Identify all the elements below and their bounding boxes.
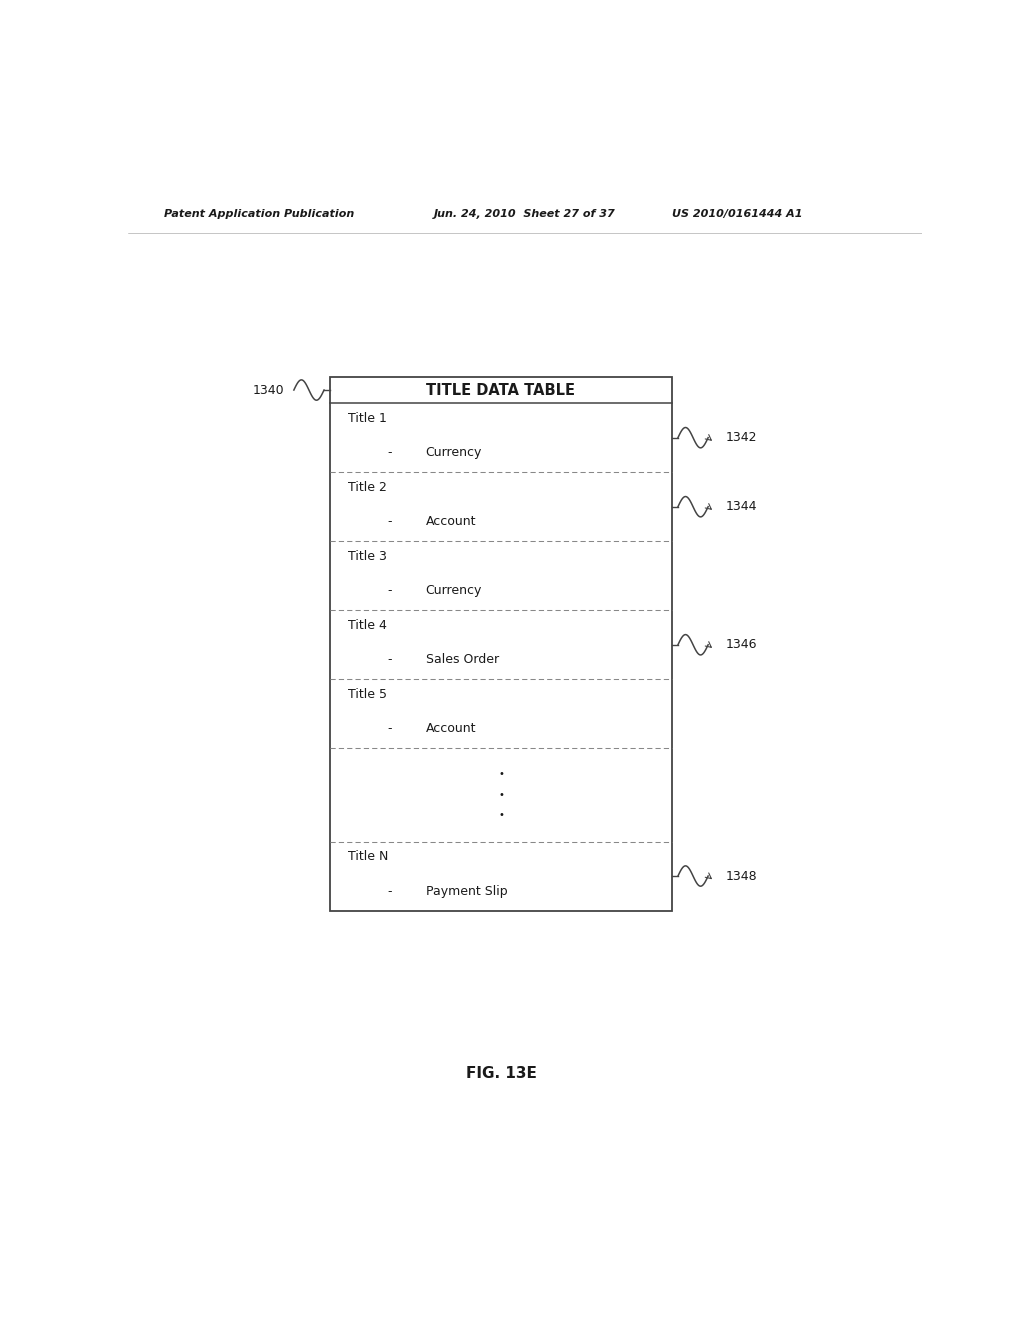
Text: Title 1: Title 1	[348, 412, 387, 425]
Text: 1348: 1348	[726, 870, 757, 883]
Text: Title 4: Title 4	[348, 619, 387, 632]
Text: •: •	[498, 810, 504, 821]
Text: Title 2: Title 2	[348, 480, 387, 494]
Text: -: -	[388, 585, 392, 598]
Text: -: -	[388, 653, 392, 667]
Bar	[331, 378, 672, 911]
Text: Jun. 24, 2010  Sheet 27 of 37: Jun. 24, 2010 Sheet 27 of 37	[433, 210, 615, 219]
Text: Account: Account	[426, 515, 476, 528]
Text: TITLE DATA TABLE: TITLE DATA TABLE	[426, 383, 575, 397]
Text: Patent Application Publication: Patent Application Publication	[164, 210, 354, 219]
Text: -: -	[388, 722, 392, 735]
Text: US 2010/0161444 A1: US 2010/0161444 A1	[672, 210, 802, 219]
Text: -: -	[388, 884, 392, 898]
Text: Payment Slip: Payment Slip	[426, 884, 507, 898]
Text: •: •	[498, 789, 504, 800]
Text: Title 3: Title 3	[348, 550, 387, 562]
Text: •: •	[498, 770, 504, 779]
Text: Title N: Title N	[348, 850, 388, 863]
Text: -: -	[388, 446, 392, 459]
Text: Currency: Currency	[426, 446, 482, 459]
Text: 1342: 1342	[726, 432, 757, 444]
Text: 1344: 1344	[726, 500, 757, 513]
Text: Account: Account	[426, 722, 476, 735]
Text: FIG. 13E: FIG. 13E	[466, 1065, 537, 1081]
Text: Sales Order: Sales Order	[426, 653, 499, 667]
Text: Title 5: Title 5	[348, 688, 387, 701]
Text: 1340: 1340	[253, 384, 285, 396]
Text: -: -	[388, 515, 392, 528]
Text: Currency: Currency	[426, 585, 482, 598]
Text: 1346: 1346	[726, 639, 757, 651]
